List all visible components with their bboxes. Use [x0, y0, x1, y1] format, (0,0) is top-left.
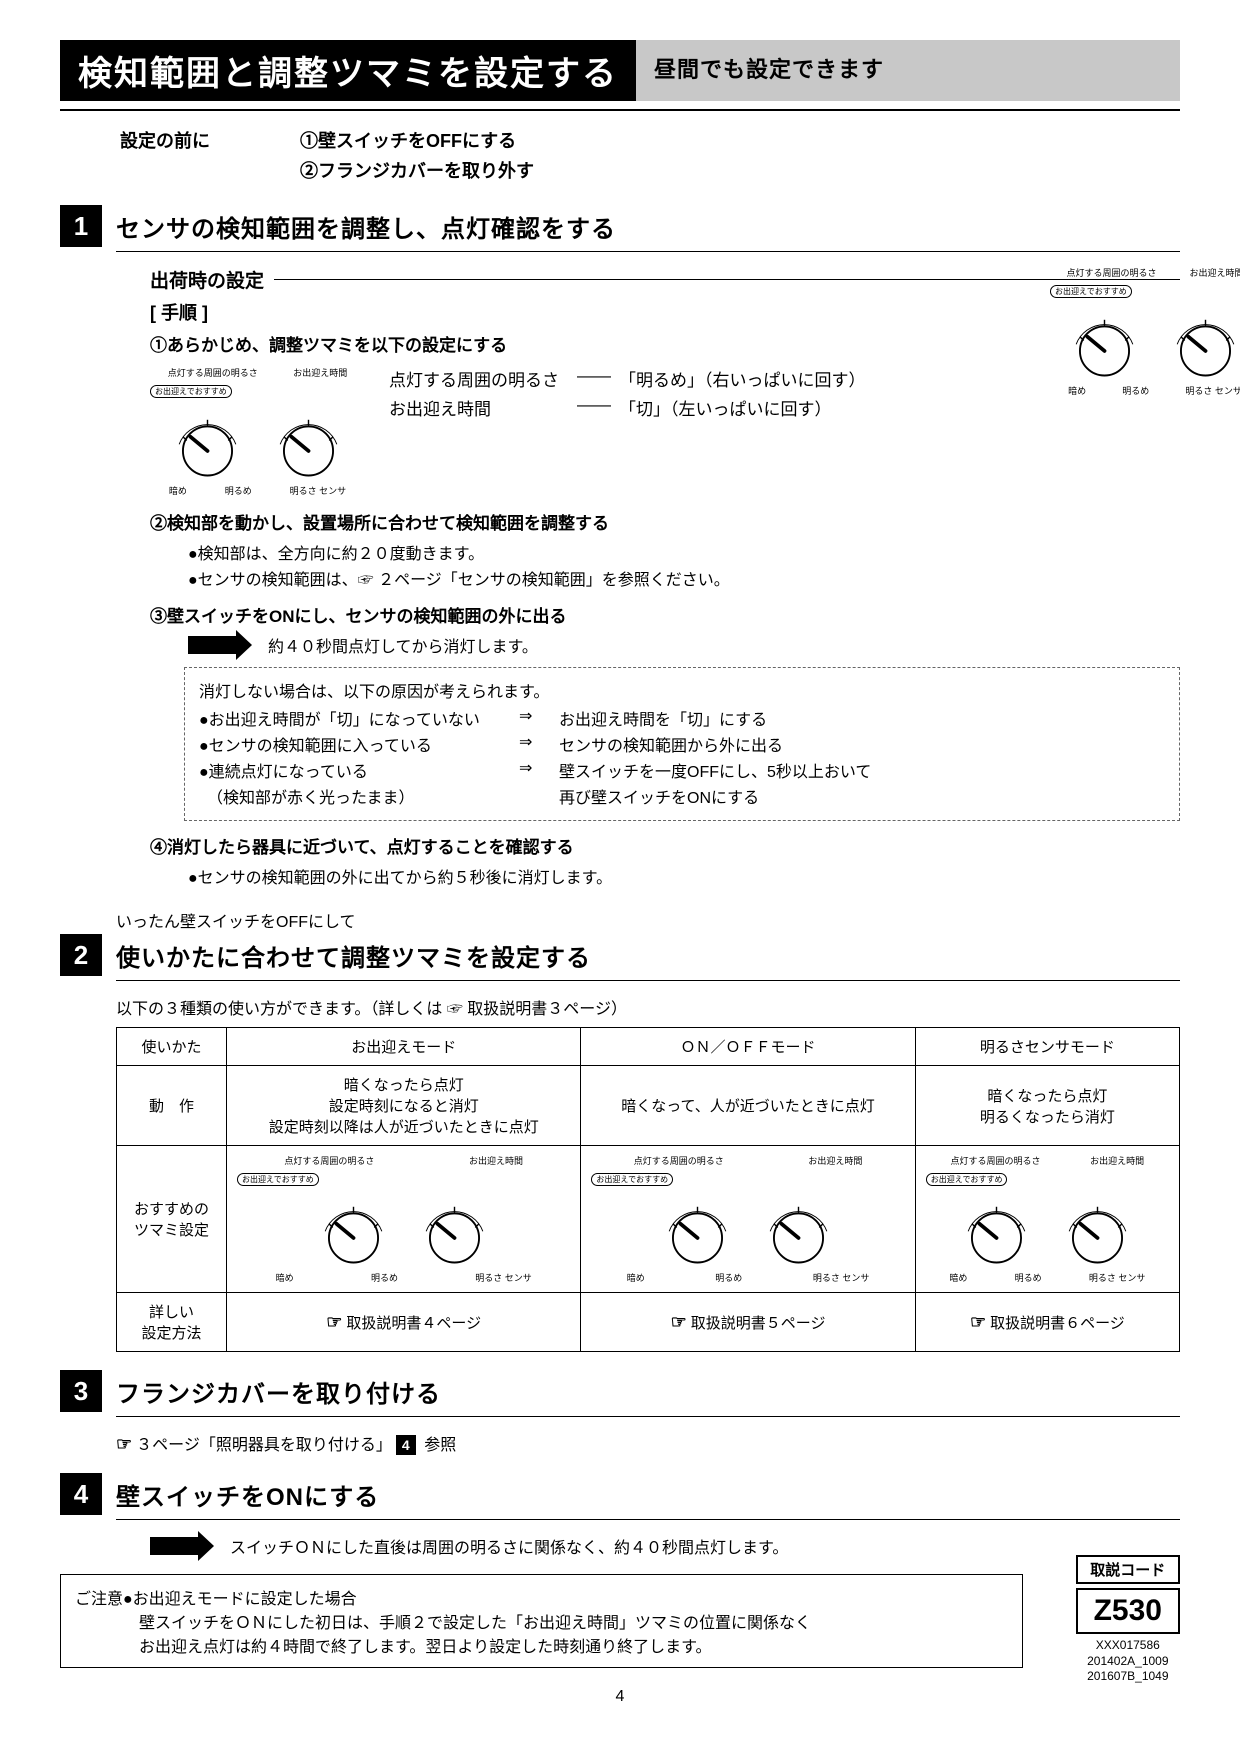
step-number: 4 — [60, 1473, 102, 1515]
step-underline — [116, 251, 1180, 252]
mini-num-icon: 4 — [396, 1435, 416, 1455]
step-2-pretitle: いったん壁スイッチをOFFにして — [116, 908, 1180, 932]
step-title: フランジカバーを取り付ける — [116, 1374, 441, 1409]
code-label: 取説コード — [1076, 1555, 1180, 1584]
step-title: センサの検知範囲を調整し、点灯確認をする — [116, 209, 616, 244]
code-value: Z530 — [1076, 1588, 1180, 1634]
step-underline — [116, 1416, 1180, 1417]
bullet: ●センサの検知範囲は、☞ ２ページ「センサの検知範囲」を参照ください。 — [188, 566, 1180, 590]
caution-box: ご注意●お出迎えモードに設定した場合 壁スイッチをＯＮにした初日は、手順２で設定… — [60, 1574, 1023, 1668]
arrow-note: 約４０秒間点灯してから消灯します。 — [188, 633, 1180, 657]
table-row: 使いかた お出迎えモード ＯＮ／ＯＦＦモード 明るさセンサモード — [117, 1028, 1180, 1066]
title-sub: 昼間でも設定できます — [636, 40, 1180, 101]
dial-time — [1158, 299, 1240, 384]
step-4-note: スイッチＯＮにした直後は周囲の明るさに関係なく、約４０秒間点灯します。 — [150, 1534, 1180, 1558]
default-dial-diagram: 点灯する周囲の明るさお出迎え時間 お出迎えでおすすめ 暗め明るめ明るさ センサ — [1050, 266, 1240, 397]
step-3-ref: ３ページ「照明器具を取り付ける」4 参照 — [116, 1431, 1180, 1455]
arrow-icon — [188, 636, 238, 654]
step-title: 壁スイッチをONにする — [116, 1477, 379, 1512]
step-1-content: 点灯する周囲の明るさお出迎え時間 お出迎えでおすすめ 暗め明るめ明るさ センサ … — [150, 266, 1180, 888]
table-row: 動 作 暗くなったら点灯 設定時刻になると消灯 設定時刻以降は人が近づいたときに… — [117, 1066, 1180, 1146]
dial-description: 点灯する周囲の明るさ――「明るめ」（右いっぱいに回す） お出迎え時間――「切」（… — [389, 366, 866, 424]
dial-time — [261, 399, 356, 484]
arrow-icon — [150, 1537, 200, 1555]
pointer-icon — [116, 1437, 136, 1454]
title-underline — [60, 109, 1180, 111]
bullet: ●センサの検知範囲の外に出てから約５秒後に消灯します。 — [188, 864, 1180, 888]
pre-setup-label: 設定の前に — [120, 127, 300, 187]
step-number: 3 — [60, 1370, 102, 1412]
manual-code-box: 取説コード Z530 XXX017586 201402A_1009 201607… — [1076, 1555, 1180, 1685]
mode-table: 使いかた お出迎えモード ＯＮ／ＯＦＦモード 明るさセンサモード 動 作 暗くな… — [116, 1027, 1180, 1352]
bullet: ●検知部は、全方向に約２０度動きます。 — [188, 540, 1180, 564]
step-4-header: 4 壁スイッチをONにする — [60, 1473, 1180, 1515]
step-number: 1 — [60, 205, 102, 247]
step-2-intro: 以下の３種類の使い方ができます。（詳しくは ☞ 取扱説明書３ページ） — [116, 995, 1180, 1019]
step-underline — [116, 980, 1180, 981]
title-main: 検知範囲と調整ツマミを設定する — [60, 40, 636, 101]
pointer-icon — [326, 1315, 346, 1332]
table-row: 詳しい 設定方法 取扱説明書４ページ 取扱説明書５ページ 取扱説明書６ページ — [117, 1293, 1180, 1352]
pointer-icon — [970, 1315, 990, 1332]
step-3-header: 3 フランジカバーを取り付ける — [60, 1370, 1180, 1412]
code-small: XXX017586 201402A_1009 201607B_1049 — [1076, 1638, 1180, 1685]
pointer-icon — [671, 1315, 691, 1332]
dial-brightness — [160, 399, 255, 484]
troubleshoot-box: 消灯しない場合は、以下の原因が考えられます。 ●お出迎え時間が「切」になっていな… — [184, 667, 1180, 821]
page-number: 4 — [60, 1688, 1180, 1706]
pre-setup-item: ②フランジカバーを取り外す — [300, 157, 534, 183]
pre-setup-item: ①壁スイッチをOFFにする — [300, 127, 534, 153]
step-2-header: 2 使いかたに合わせて調整ツマミを設定する — [60, 934, 1180, 976]
dial-row-main: 点灯する周囲の明るさお出迎え時間 お出迎えでおすすめ 暗め明るめ明るさ センサ … — [150, 366, 1180, 497]
step-1-header: 1 センサの検知範囲を調整し、点灯確認をする — [60, 205, 1180, 247]
step-underline — [116, 1519, 1180, 1520]
pre-setup-items: ①壁スイッチをOFFにする ②フランジカバーを取り外す — [300, 127, 534, 187]
shipping-settings: 出荷時の設定 [ 手順 ] ①あらかじめ、調整ツマミを以下の設定にする 点灯する… — [150, 266, 1180, 888]
table-row: おすすめの ツマミ設定 点灯する周囲の明るさお出迎え時間 お出迎えでおすすめ 暗… — [117, 1146, 1180, 1293]
title-bar: 検知範囲と調整ツマミを設定する 昼間でも設定できます — [60, 40, 1180, 101]
dial-brightness — [1057, 299, 1152, 384]
pre-setup: 設定の前に ①壁スイッチをOFFにする ②フランジカバーを取り外す — [60, 127, 1180, 187]
step-title: 使いかたに合わせて調整ツマミを設定する — [116, 938, 591, 973]
step-number: 2 — [60, 934, 102, 976]
